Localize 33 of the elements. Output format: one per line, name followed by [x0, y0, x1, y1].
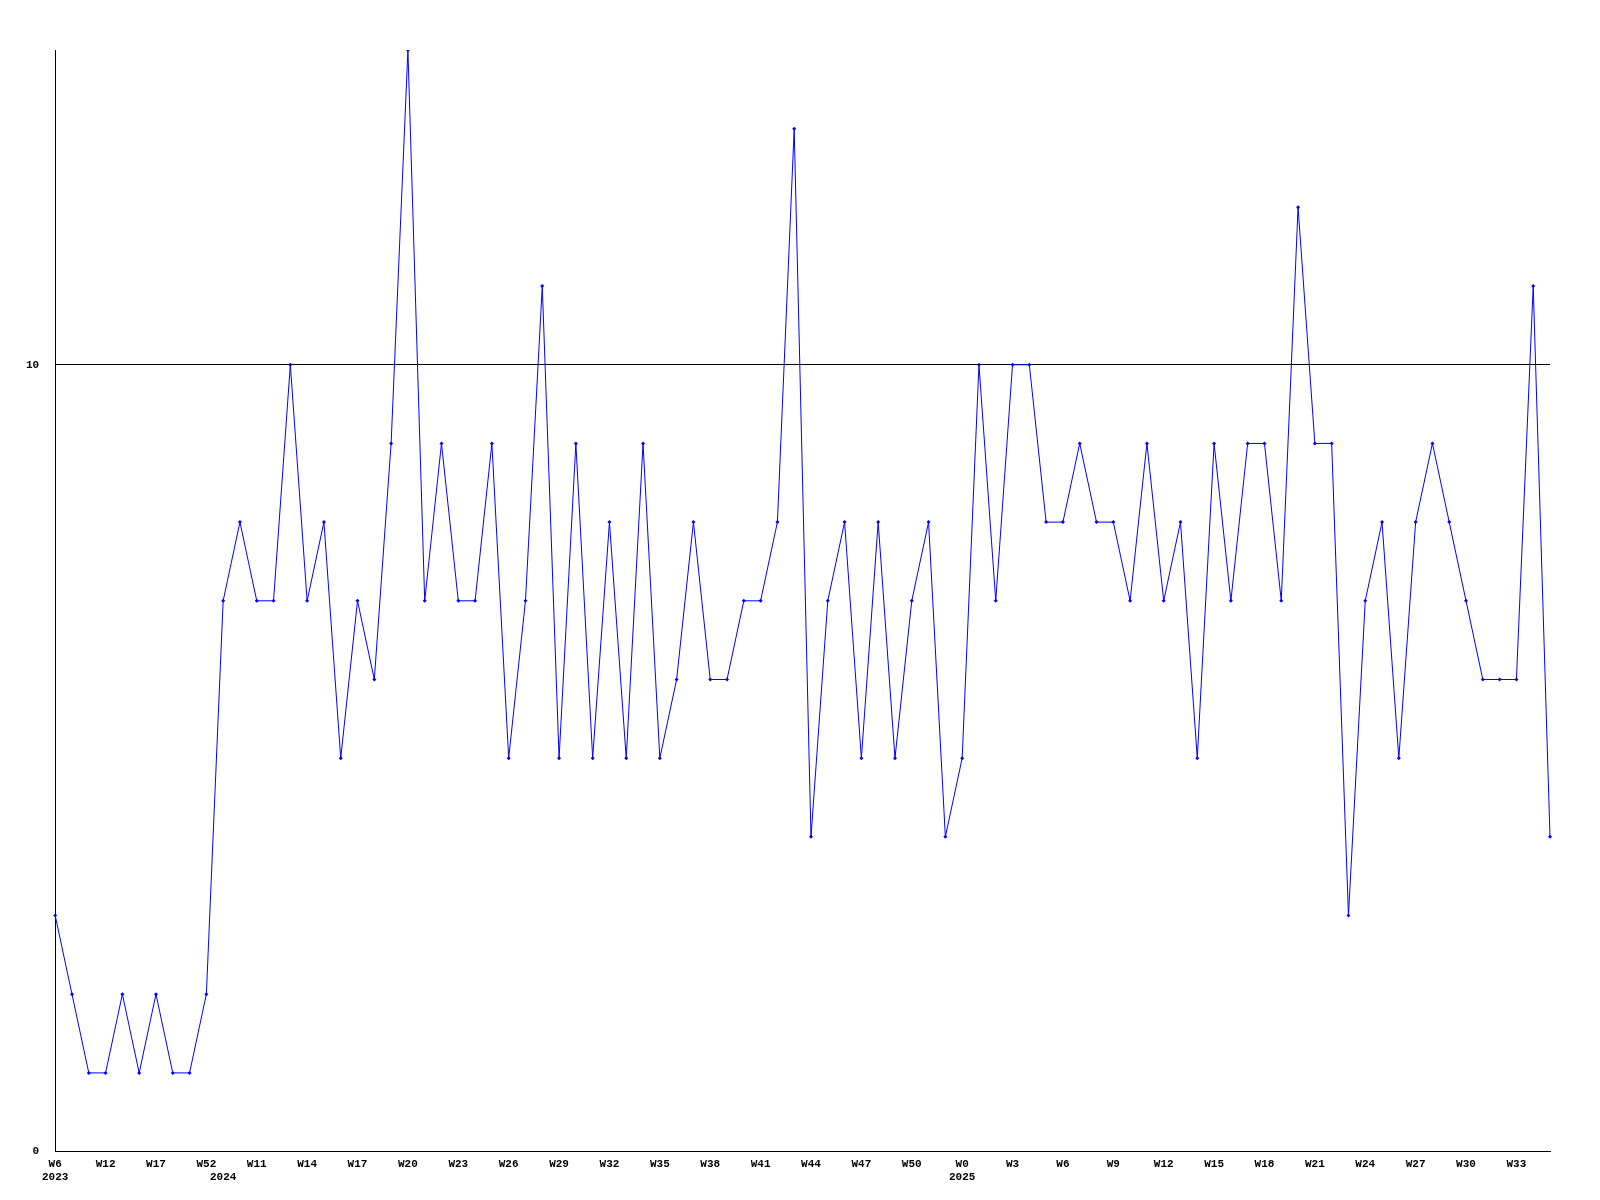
x-tick-label: W11	[246, 1157, 268, 1170]
x-tick-label: W47	[851, 1157, 872, 1170]
x-tick-label: W29	[549, 1157, 569, 1170]
x-tick-label: W35	[649, 1157, 671, 1170]
x-tick-label: W50	[901, 1157, 922, 1170]
x-tick-label: W17	[347, 1157, 368, 1170]
x-tick-label: W9	[1106, 1157, 1120, 1170]
x-tick-label: W20	[398, 1157, 418, 1170]
y-tick-label: 0	[32, 1145, 40, 1158]
x-tick-label: W52	[196, 1157, 217, 1170]
x-tick-label: W33	[1506, 1157, 1527, 1170]
x-tick-label: W44	[801, 1157, 822, 1170]
x-tick-label: W0 2025	[948, 1157, 976, 1184]
x-tick-label: W6 2023	[42, 1157, 69, 1184]
y-tick-label: 10	[26, 358, 40, 371]
x-tick-label: W21	[1304, 1157, 1326, 1170]
x-tick-label: W24	[1355, 1157, 1376, 1170]
x-tick-label: W12	[1153, 1157, 1174, 1170]
x-tick-label: W6	[1056, 1157, 1070, 1170]
x-tick-label: W3	[1005, 1157, 1020, 1170]
x-tick-label: W41	[750, 1157, 771, 1170]
x-tick-label: W26	[498, 1157, 519, 1170]
x-tick-label: W32	[599, 1157, 620, 1170]
x-tick-label: W12	[95, 1157, 116, 1170]
x-tick-label: W38	[700, 1157, 721, 1170]
x-tick-label: W14	[297, 1157, 318, 1170]
x-tick-label: W30	[1456, 1157, 1476, 1170]
x-tick-label: 2024	[209, 1171, 237, 1184]
x-tick-label: W17	[146, 1157, 166, 1170]
x-tick-label: W23	[448, 1157, 469, 1170]
x-tick-label: W18	[1254, 1157, 1275, 1170]
x-tick-label: W27	[1405, 1157, 1426, 1170]
x-tick-label: W15	[1204, 1157, 1225, 1170]
